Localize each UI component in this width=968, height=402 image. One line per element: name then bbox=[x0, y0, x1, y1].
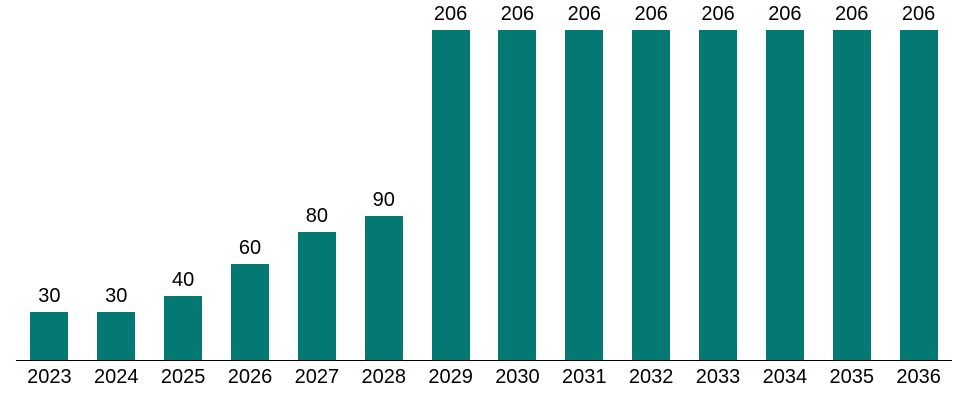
x-tick-label: 2028 bbox=[361, 366, 406, 388]
bar-group: 30 bbox=[16, 0, 83, 360]
bar bbox=[164, 296, 203, 360]
x-axis-labels: 2023 2024 2025 2026 2027 2028 2029 2030 2031 2032… bbox=[16, 364, 952, 390]
bar-value-label: 80 bbox=[305, 205, 328, 227]
bar-value-label: 30 bbox=[105, 285, 128, 307]
x-tick-label: 2033 bbox=[695, 366, 741, 388]
bar bbox=[231, 264, 269, 360]
x-tick-label: 2029 bbox=[428, 366, 473, 388]
bar-value-label: 206 bbox=[634, 3, 668, 26]
bar-group: 60 bbox=[217, 0, 284, 360]
bar-value-label: 90 bbox=[372, 189, 395, 211]
bar bbox=[765, 30, 804, 360]
bar-value-label: 60 bbox=[238, 237, 262, 259]
x-tick-label: 2024 bbox=[94, 366, 139, 388]
bar-group: 30 bbox=[83, 0, 150, 360]
x-tick-label: 2035 bbox=[829, 366, 874, 388]
bar-value-label: 206 bbox=[901, 3, 936, 26]
bar-group: 206 bbox=[484, 0, 551, 360]
bar bbox=[498, 30, 537, 360]
x-tick-label: 2026 bbox=[227, 366, 273, 388]
bar-value-label: 30 bbox=[38, 285, 61, 307]
bar-value-label: 206 bbox=[835, 3, 869, 26]
bar-value-label: 40 bbox=[172, 269, 195, 291]
x-tick-label: 2036 bbox=[896, 366, 941, 388]
bar-group: 206 bbox=[751, 0, 818, 360]
x-tick-label: 2027 bbox=[294, 366, 340, 388]
bar-value-label: 206 bbox=[567, 3, 601, 26]
bar bbox=[565, 30, 604, 360]
bar-group: 206 bbox=[417, 0, 484, 360]
x-tick-label: 2023 bbox=[27, 366, 72, 388]
x-tick-label: 2032 bbox=[628, 366, 674, 388]
bar-group: 206 bbox=[885, 0, 952, 360]
bar-group: 206 bbox=[818, 0, 885, 360]
bar bbox=[431, 30, 470, 360]
x-tick-label: 2034 bbox=[762, 366, 808, 388]
plot-area: 30 30 40 60 80 90 206 206 206 206 206 206 206 206 bbox=[16, 0, 952, 361]
x-tick-label: 2031 bbox=[562, 366, 607, 388]
bar bbox=[632, 30, 671, 360]
bar bbox=[364, 216, 403, 360]
bar bbox=[699, 30, 738, 360]
x-tick-label: 2025 bbox=[160, 366, 206, 388]
bar-group: 80 bbox=[283, 0, 350, 360]
bar-group: 206 bbox=[551, 0, 618, 360]
bars-container: 30 30 40 60 80 90 206 206 206 206 206 206 206 206 bbox=[16, 0, 952, 360]
bar bbox=[297, 232, 336, 360]
bar-group: 206 bbox=[685, 0, 752, 360]
bar bbox=[899, 30, 938, 360]
x-tick-label: 2030 bbox=[495, 366, 540, 388]
bar-group: 206 bbox=[618, 0, 685, 360]
bar-group: 40 bbox=[150, 0, 217, 360]
bar bbox=[97, 312, 136, 360]
bar-value-label: 206 bbox=[500, 3, 535, 26]
bar-value-label: 206 bbox=[433, 3, 468, 26]
bar-group: 90 bbox=[350, 0, 417, 360]
bar-value-label: 206 bbox=[768, 3, 802, 26]
bar bbox=[30, 312, 69, 360]
bar-value-label: 206 bbox=[701, 3, 735, 26]
bar bbox=[832, 30, 871, 360]
